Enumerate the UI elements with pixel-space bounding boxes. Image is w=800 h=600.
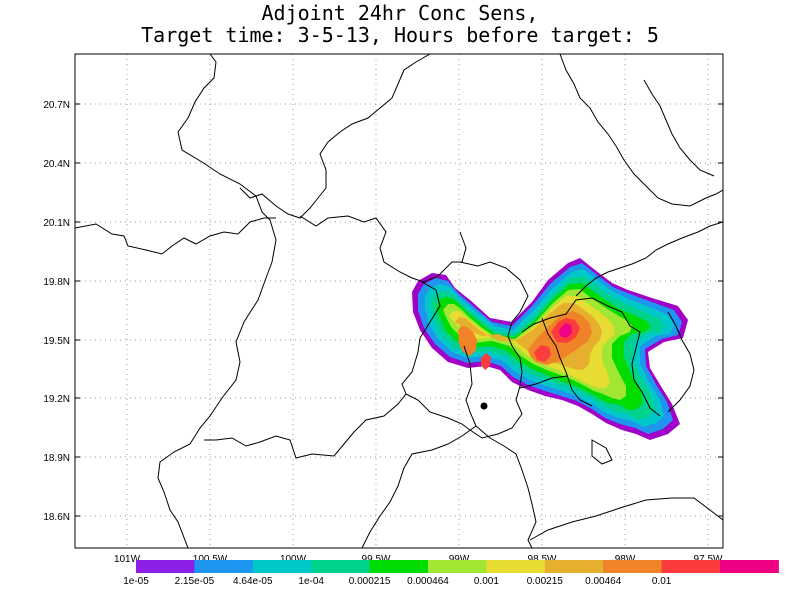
lat-label: 20.4N bbox=[43, 159, 70, 170]
lon-label: 98W bbox=[615, 554, 636, 565]
sensitivity-plume bbox=[412, 258, 688, 440]
color-bar bbox=[136, 560, 779, 573]
color-bar-swatch bbox=[720, 560, 779, 573]
color-bar-swatch bbox=[194, 560, 254, 573]
lat-label: 19.2N bbox=[43, 394, 70, 405]
target-location-marker bbox=[480, 402, 488, 410]
color-bar-swatch bbox=[544, 560, 604, 573]
contour-level-10 bbox=[481, 353, 491, 370]
lon-label: 101W bbox=[114, 554, 141, 565]
chart-title: Adjoint 24hr Conc Sens, Target time: 3-5… bbox=[0, 2, 800, 46]
title-line-1: Adjoint 24hr Conc Sens, bbox=[261, 1, 539, 25]
color-bar-label: 0.000464 bbox=[407, 576, 449, 587]
color-bar-swatch bbox=[311, 560, 371, 573]
contour-level-10b bbox=[534, 345, 551, 362]
color-bar-swatch bbox=[661, 560, 721, 573]
lon-label: 100W bbox=[280, 554, 307, 565]
color-bar-swatch bbox=[136, 560, 195, 573]
lon-label: 97.5W bbox=[694, 554, 723, 565]
color-bar-label: 0.00464 bbox=[585, 576, 622, 587]
lat-label: 20.1N bbox=[43, 218, 70, 229]
lon-label: 100.5W bbox=[193, 554, 228, 565]
lat-label: 18.6N bbox=[43, 512, 70, 523]
color-bar-label: 2.15e-05 bbox=[175, 576, 215, 587]
lat-label: 20.7N bbox=[43, 100, 70, 111]
color-bar-label: 0.000215 bbox=[349, 576, 391, 587]
title-line-2: Target time: 3-5-13, Hours before target… bbox=[141, 23, 659, 47]
lat-label: 19.8N bbox=[43, 277, 70, 288]
color-bar-swatch bbox=[252, 560, 312, 573]
color-bar-swatch bbox=[486, 560, 546, 573]
color-bar-label: 0.00215 bbox=[527, 576, 564, 587]
color-bar-label: 4.64e-05 bbox=[233, 576, 273, 587]
lat-label: 19.5N bbox=[43, 336, 70, 347]
map-frame bbox=[74, 53, 724, 549]
lon-label: 98.5W bbox=[528, 554, 557, 565]
color-bar-label: 0.01 bbox=[652, 576, 672, 587]
lat-tick-labels: 20.7N 20.4N 20.1N 19.8N 19.5N 19.2N 18.9… bbox=[43, 100, 70, 523]
lat-label: 18.9N bbox=[43, 453, 70, 464]
lon-tick-labels: 101W 100.5W 100W 99.5W 99W 98.5W 98W 97.… bbox=[114, 554, 723, 565]
color-bar-label: 1e-04 bbox=[298, 576, 324, 587]
color-bar-label: 1e-05 bbox=[123, 576, 149, 587]
color-bar-swatch bbox=[428, 560, 487, 573]
state-boundaries bbox=[75, 54, 723, 548]
lon-label: 99.5W bbox=[362, 554, 391, 565]
contour-level-9 bbox=[458, 326, 477, 356]
color-bar-swatch bbox=[369, 560, 429, 573]
color-bar-label: 0.001 bbox=[474, 576, 499, 587]
contour-level-11 bbox=[559, 323, 572, 338]
color-bar-swatch bbox=[603, 560, 663, 573]
lat-tick-marks bbox=[75, 103, 723, 517]
color-bar-labels: 1e-05 2.15e-05 4.64e-05 1e-04 0.000215 0.0004… bbox=[123, 576, 672, 587]
lon-label: 99W bbox=[449, 554, 470, 565]
